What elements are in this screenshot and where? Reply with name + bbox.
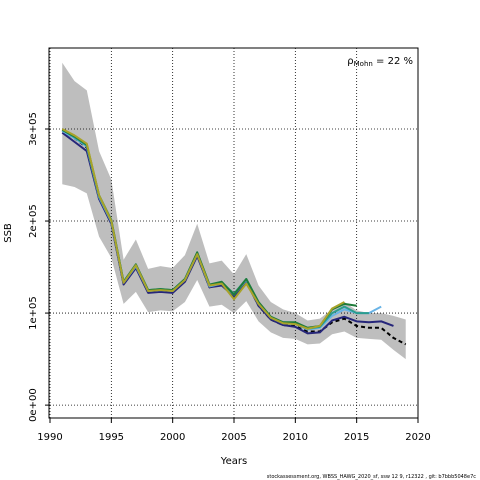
series-line (61, 128, 345, 330)
y-tick-label: 2e+05 (28, 204, 39, 238)
x-tick-label: 1995 (99, 432, 124, 443)
x-tick-label: 1990 (37, 432, 62, 443)
plot-frame (48, 47, 419, 419)
y-tick-label: 0e+00 (28, 388, 39, 422)
x-tick-label: 2000 (160, 432, 185, 443)
mohn-annotation: ρMohn = 22 % (347, 56, 413, 68)
confidence-band (62, 62, 406, 360)
y-tick-label: 1e+05 (28, 296, 39, 330)
annotation-symbol: ρ (347, 56, 353, 67)
y-tick-label: 3e+05 (28, 112, 39, 146)
footer: stockassessment.org, WBSS_HAWG_2020_sf, … (267, 474, 476, 480)
y-axis-label: SSB (3, 223, 14, 243)
annotation-text: = 22 % (373, 56, 413, 67)
annotation-subscript: Mohn (354, 60, 373, 68)
x-axis-label: Years (220, 456, 247, 467)
x-tick-label: 2005 (221, 432, 246, 443)
x-tick-label: 2020 (405, 432, 430, 443)
x-tick-label: 2010 (283, 432, 308, 443)
x-tick-label: 2015 (344, 432, 369, 443)
